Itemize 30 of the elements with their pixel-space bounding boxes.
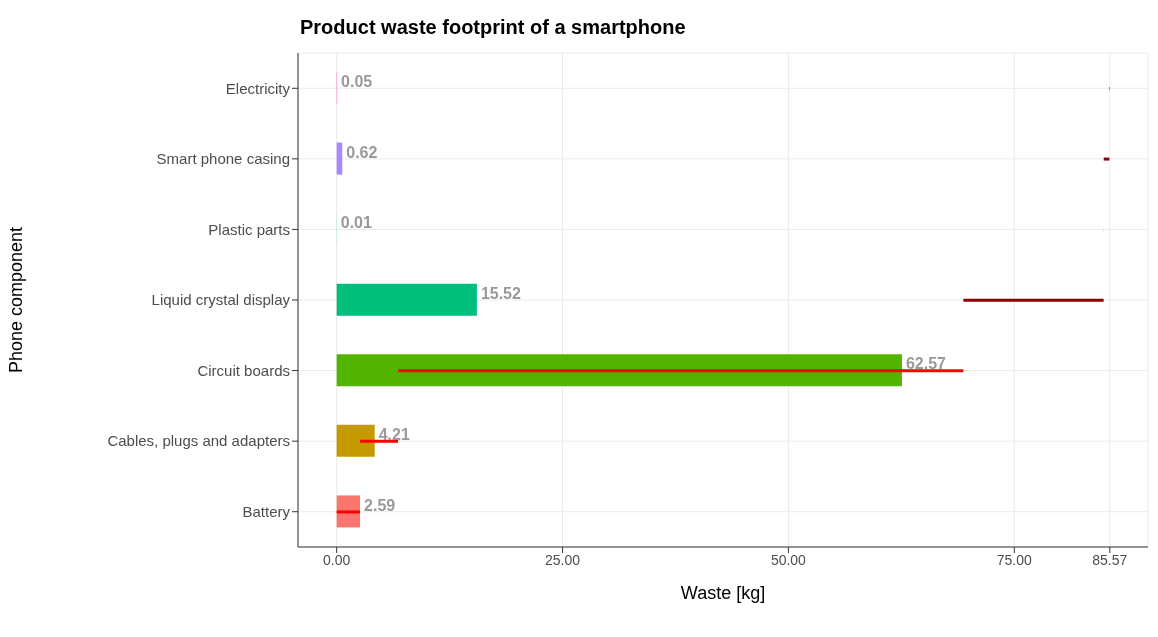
bar: [336, 283, 477, 316]
y-tick-label: Circuit boards: [197, 361, 290, 379]
y-axis-title: Phone component: [6, 226, 27, 374]
bar: [360, 439, 399, 443]
x-tick-label: 25.00: [545, 551, 581, 568]
bar: [336, 354, 902, 387]
x-tick-label: 0.00: [323, 551, 351, 568]
bar: [336, 495, 361, 528]
y-tick-label: Liquid crystal display: [151, 291, 291, 309]
y-tick-label: Battery: [242, 503, 291, 521]
y-tick-label: Smart phone casing: [156, 150, 290, 168]
chart-title: Product waste footprint of a smartphone: [300, 16, 686, 39]
bar: [963, 298, 1104, 302]
x-axis-title: Waste [kg]: [680, 583, 766, 603]
bar: [336, 510, 361, 514]
data-label: 15.52: [480, 284, 522, 302]
data-label: 2.59: [364, 496, 396, 514]
x-tick-label: 85.57: [1092, 551, 1128, 568]
data-label: 0.01: [340, 214, 372, 232]
data-label: 4.21: [378, 426, 410, 444]
data-label: 0.05: [341, 73, 373, 91]
y-tick-label: Electricity: [225, 79, 291, 97]
bar: [336, 424, 375, 457]
bar: [398, 369, 964, 373]
y-tick-label: Plastic parts: [208, 220, 290, 238]
data-label: 62.57: [905, 355, 947, 373]
data-label: 0.62: [346, 143, 378, 161]
x-tick-label: 50.00: [770, 551, 807, 568]
x-tick-label: 75.00: [996, 551, 1033, 568]
y-tick-label: Cables, plugs and adapters: [107, 432, 290, 450]
